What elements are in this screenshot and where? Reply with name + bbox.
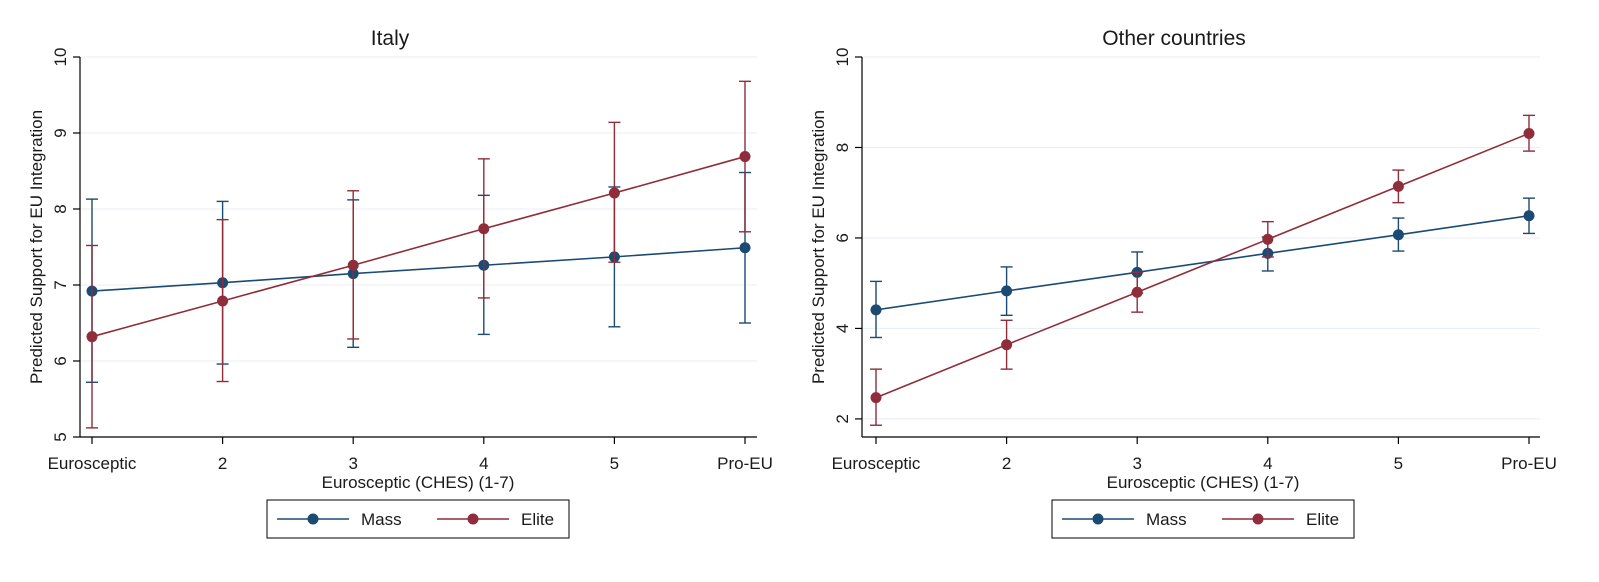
series-mass — [86, 171, 751, 383]
series-mass — [870, 197, 1535, 339]
y-tick-label: 4 — [833, 324, 852, 333]
x-axis-label: Eurosceptic (CHES) (1-7) — [322, 473, 515, 492]
legend-marker-elite — [467, 513, 479, 525]
legend-label-elite: Elite — [521, 510, 554, 529]
x-tick-label: 4 — [1263, 454, 1272, 473]
data-point-elite — [1392, 180, 1404, 192]
data-point-elite — [478, 223, 490, 235]
data-point-elite — [870, 392, 882, 404]
legend-label-mass: Mass — [1146, 510, 1187, 529]
data-point-elite — [1001, 339, 1013, 351]
series-line-elite — [875, 132, 1530, 399]
series-line-elite — [91, 155, 746, 338]
data-point-elite — [739, 151, 751, 163]
x-tick-label: Pro-EU — [717, 454, 773, 473]
data-point-elite — [608, 187, 620, 199]
legend-marker-mass — [307, 513, 319, 525]
x-tick-label: Eurosceptic — [832, 454, 921, 473]
x-tick-label: 5 — [610, 454, 619, 473]
y-tick-label: 6 — [833, 233, 852, 242]
legend: Mass Elite — [266, 499, 570, 539]
series-line-mass — [91, 246, 746, 292]
legend: Mass Elite — [1051, 499, 1355, 539]
y-axis-label: Predicted Support for EU Integration — [27, 110, 46, 384]
y-tick-label: 2 — [833, 414, 852, 423]
chart-panel-1: 5 6 7 8 9 10 Eurosceptic 2 3 4 5 Pro-EU Italy Eurosce… — [27, 27, 773, 539]
y-tick-label: 10 — [833, 48, 852, 67]
chart-title: Other countries — [1102, 27, 1246, 50]
data-point-mass — [1001, 285, 1013, 297]
data-point-elite — [1131, 286, 1143, 298]
x-tick-label: 5 — [1394, 454, 1403, 473]
legend-label-mass: Mass — [361, 510, 402, 529]
x-tick-label: 3 — [348, 454, 357, 473]
y-tick-label: 9 — [51, 128, 70, 137]
series-line-mass — [875, 214, 1530, 311]
y-axis-label: Predicted Support for EU Integration — [809, 110, 828, 384]
data-point-mass — [739, 242, 751, 254]
data-point-elite — [1523, 127, 1535, 139]
y-tick-label: 8 — [51, 204, 70, 213]
x-tick-label: 2 — [218, 454, 227, 473]
x-tick-label: Pro-EU — [1501, 454, 1557, 473]
series-elite — [870, 114, 1535, 426]
data-point-mass — [1392, 229, 1404, 241]
x-tick-label: Eurosceptic — [48, 454, 137, 473]
y-tick-label: 5 — [51, 432, 70, 441]
y-tick-label: 8 — [833, 143, 852, 152]
x-tick-label: 3 — [1132, 454, 1141, 473]
data-point-elite — [1262, 233, 1274, 245]
x-tick-label: 2 — [1002, 454, 1011, 473]
legend-label-elite: Elite — [1306, 510, 1339, 529]
series-elite — [86, 80, 751, 429]
legend-marker-mass — [1092, 513, 1104, 525]
y-tick-label: 6 — [51, 356, 70, 365]
y-tick-label: 10 — [51, 48, 70, 67]
y-tick-label: 7 — [51, 280, 70, 289]
chart-title: Italy — [371, 27, 410, 50]
data-point-mass — [1523, 210, 1535, 222]
data-point-mass — [870, 304, 882, 316]
data-point-elite — [86, 331, 98, 343]
x-axis-label: Eurosceptic (CHES) (1-7) — [1107, 473, 1300, 492]
data-point-elite — [347, 259, 359, 271]
x-tick-label: 4 — [479, 454, 488, 473]
data-point-elite — [217, 295, 229, 307]
chart-panel-2: 2 4 6 8 10 Eurosceptic 2 3 4 5 Pro-EU Other countri… — [809, 27, 1557, 539]
legend-marker-elite — [1252, 513, 1264, 525]
